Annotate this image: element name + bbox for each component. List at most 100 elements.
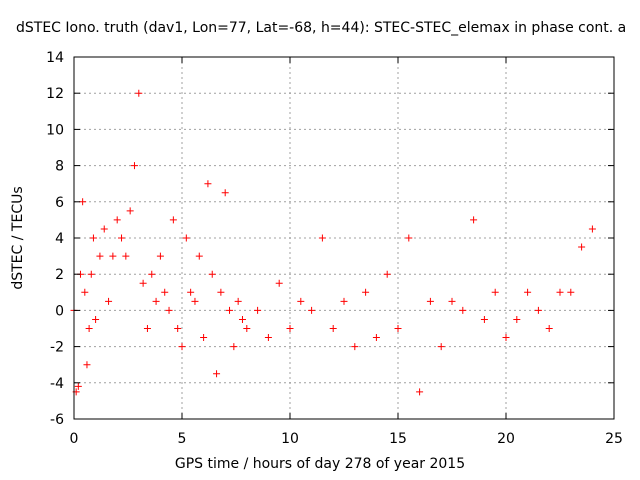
data-point [92,315,100,323]
data-point [139,279,147,287]
data-point [340,297,348,305]
data-point [74,382,82,390]
data-point [286,325,294,332]
data-point [200,334,208,342]
data-point [135,89,143,97]
data-point [191,297,199,305]
data-point [351,343,359,351]
data-point [169,216,177,224]
y-tick-label: 8 [55,159,64,175]
data-point [534,306,542,314]
y-tick-label: 4 [55,231,64,247]
x-tick-label: 15 [389,431,407,447]
data-point [195,252,203,260]
data-point [416,388,424,396]
y-tick-label: -6 [50,412,64,428]
data-point [156,252,164,260]
data-point [182,234,190,242]
data-point [556,288,564,296]
data-point [567,288,575,296]
data-point [105,297,113,305]
data-point [221,189,229,197]
data-point [394,325,402,332]
data-point [243,325,251,332]
data-point [230,343,238,351]
data-point [83,361,91,369]
data-point [234,297,242,305]
y-tick-label: 12 [46,86,64,102]
data-point [491,288,499,296]
data-point [513,315,521,323]
y-tick-label: 6 [55,195,64,211]
data-point [122,252,130,260]
data-point [372,334,380,342]
x-tick-label: 25 [605,431,623,447]
data-point [470,216,478,224]
data-point [85,325,93,332]
data-point [226,306,234,314]
x-tick-label: 0 [70,431,79,447]
y-axis-label: dSTEC / TECUs [10,186,26,290]
data-point [502,334,510,342]
data-point [79,198,87,206]
y-tick-label: 2 [55,267,64,283]
data-point [238,315,246,323]
data-point [152,297,160,305]
data-point [213,370,221,378]
chart-title: dSTEC Iono. truth (dav1, Lon=77, Lat=-68… [16,20,627,36]
data-point [437,343,445,351]
data-point [426,297,434,305]
data-point [143,325,151,332]
tick-labels: 0 5 10 15 20 25 -6 -4 -2 0 2 4 6 8 10 12 14 [46,50,623,447]
data-point [578,243,586,251]
data-point [297,297,305,305]
x-axis-label: GPS time / hours of day 278 of year 2015 [174,456,466,472]
data-point [161,288,169,296]
data-point [588,225,596,233]
y-tick-label: 10 [46,122,64,138]
data-point [81,288,89,296]
data-point [109,252,117,260]
data-point [174,325,182,332]
data-point [264,334,272,342]
data-point [165,306,173,314]
axis-ticks [73,56,615,420]
data-point [480,315,488,323]
grid-lines [74,57,614,419]
data-point [383,270,391,278]
data-point [148,270,156,278]
data-point [126,207,134,215]
x-tick-label: 5 [178,431,187,447]
y-tick-label: -4 [50,376,64,392]
data-point [87,270,95,278]
data-point [187,288,195,296]
data-point [524,288,532,296]
y-tick-label: 14 [46,50,64,66]
data-point [100,225,108,233]
y-tick-label: 0 [55,303,64,319]
data-point [118,234,126,242]
data-point [329,325,337,332]
y-tick-label: -2 [50,340,64,356]
data-point [275,279,283,287]
data-point [178,343,186,351]
data-point [308,306,316,314]
data-point [448,297,456,305]
x-tick-label: 20 [497,431,515,447]
data-point [113,216,121,224]
data-point [89,234,97,242]
data-point [204,180,212,188]
data-point [254,306,262,314]
data-points [70,89,596,396]
data-point [459,306,467,314]
data-point [96,252,104,260]
x-tick-label: 10 [281,431,299,447]
data-point [130,162,138,170]
data-point [217,288,225,296]
data-point [318,234,326,242]
data-point [362,288,370,296]
data-point [208,270,216,278]
data-point [545,325,553,332]
data-point [405,234,413,242]
